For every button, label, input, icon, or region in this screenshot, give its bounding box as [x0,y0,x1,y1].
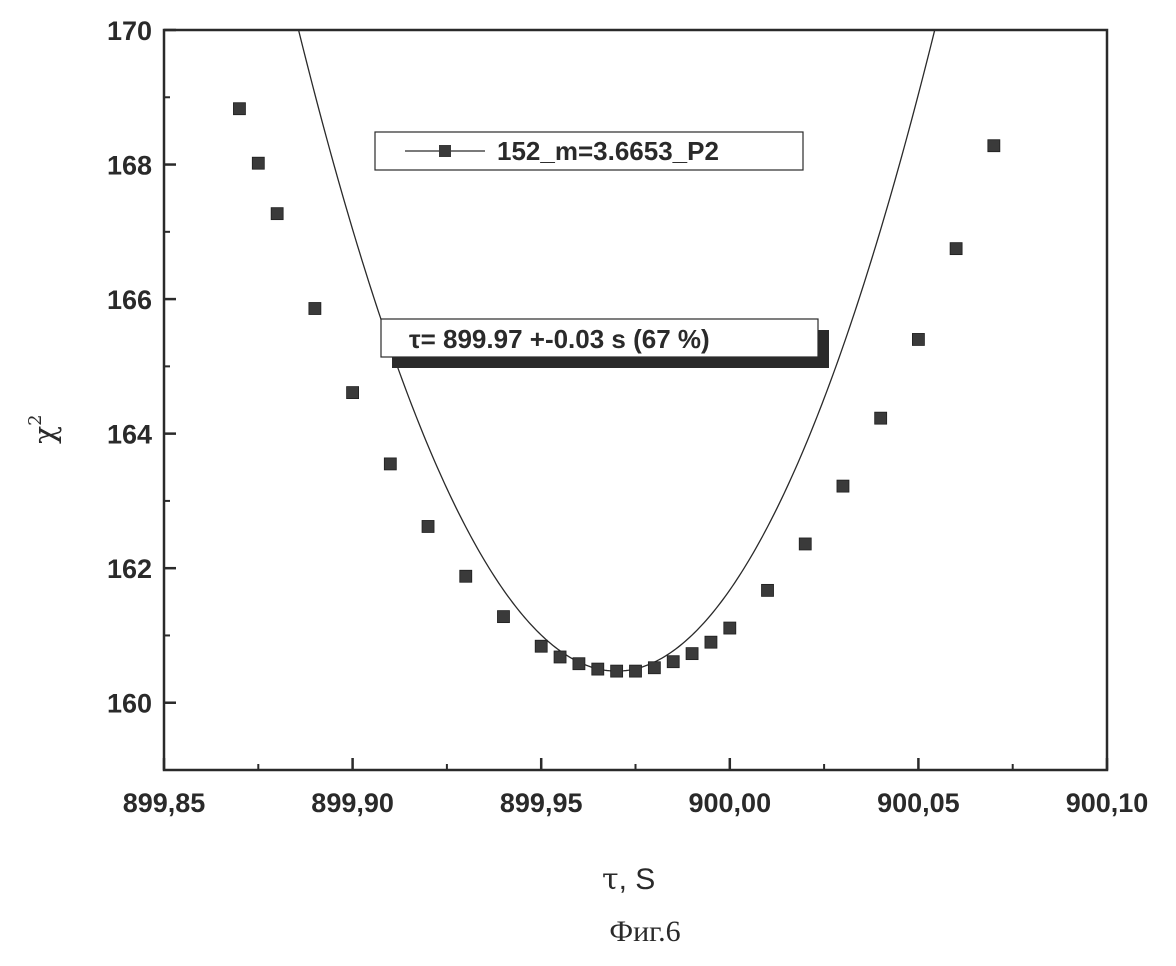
data-point [667,656,679,668]
y-tick-label: 166 [107,285,152,315]
legend: 152_m=3.6653_P2 [375,132,803,170]
data-point [950,243,962,255]
data-point [573,658,585,670]
data-point [705,636,717,648]
legend-label: 152_m=3.6653_P2 [497,136,719,166]
annotation-text: τ= 899.97 +-0.03 s (67 %) [409,324,710,354]
x-tick-label: 899,95 [500,788,583,818]
y-tick-label: 168 [107,151,152,181]
y-axis-superscript: 2 [25,414,46,425]
data-point [630,665,642,677]
data-point [233,103,245,115]
x-tick-label: 899,90 [311,788,394,818]
data-point [554,651,566,663]
y-ticks [164,30,176,770]
data-point [535,640,547,652]
x-ticks [164,758,1107,770]
data-point [837,480,849,492]
data-point [497,611,509,623]
data-points [233,103,999,677]
y-tick-label: 162 [107,554,152,584]
x-tick-label: 899,85 [123,788,206,818]
x-axis-symbol: τ [602,862,619,897]
x-axis-unit: , S [619,863,656,896]
data-point [648,662,660,674]
data-point [988,140,1000,152]
x-axis-title: τ, S [602,862,655,897]
data-point [422,520,434,532]
figure-caption: Фиг.6 [609,915,680,948]
annotation: τ= 899.97 +-0.03 s (67 %) [381,319,829,368]
y-axis-title: χ2 [25,414,63,444]
data-point [762,584,774,596]
data-point [912,333,924,345]
data-point [347,387,359,399]
data-point [460,570,472,582]
y-tick-labels: 160 162 164 166 168 170 [107,16,152,719]
data-point [271,208,283,220]
data-point [875,412,887,424]
x-tick-label: 900,10 [1066,788,1149,818]
data-point [611,665,623,677]
data-point [592,663,604,675]
x-tick-label: 900,00 [689,788,772,818]
y-axis-symbol: χ [28,426,63,444]
data-point [686,648,698,660]
data-point [309,303,321,315]
y-tick-label: 160 [107,689,152,719]
data-point [724,622,736,634]
y-tick-label: 170 [107,16,152,46]
x-tick-labels: 899,85 899,90 899,95 900,00 900,05 900,10 [123,788,1149,818]
x-tick-label: 900,05 [877,788,960,818]
data-point [799,538,811,550]
data-point [384,458,396,470]
y-tick-label: 164 [107,420,152,450]
legend-marker-symbol [439,145,451,157]
data-point [252,157,264,169]
svg-text:χ2: χ2 [25,414,63,444]
